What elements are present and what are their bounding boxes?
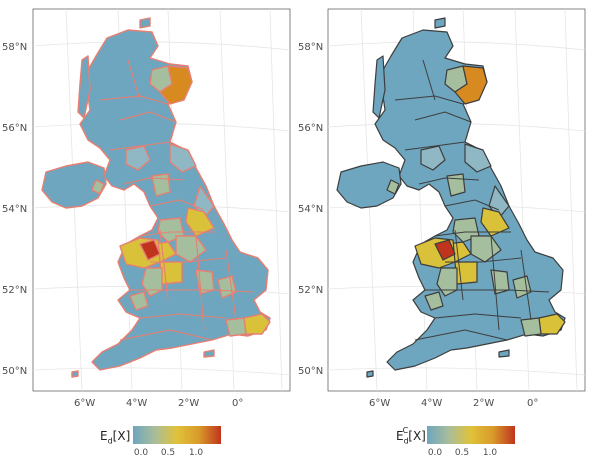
region-shape bbox=[203, 349, 215, 358]
lat-tick-label: 58°N bbox=[298, 42, 323, 53]
region-boundary bbox=[445, 257, 522, 263]
region-shape bbox=[169, 143, 197, 173]
region-boundary bbox=[425, 289, 550, 293]
lat-tick-label: 52°N bbox=[2, 285, 27, 296]
lat-tick-label: 58°N bbox=[2, 42, 27, 53]
lon-tick-label: 6°W bbox=[74, 398, 95, 409]
region-boundary bbox=[123, 177, 185, 185]
lat-tick-label: 56°N bbox=[2, 123, 27, 134]
region-shape bbox=[446, 173, 466, 197]
lat-tick-label: 56°N bbox=[298, 123, 323, 134]
region-boundary bbox=[414, 329, 508, 341]
region-boundary bbox=[150, 257, 227, 263]
left-lat-axis: 58°N 56°N 54°N 52°N 50°N bbox=[2, 42, 27, 377]
region-shape bbox=[77, 55, 91, 119]
region-shape bbox=[159, 261, 183, 285]
region-shape bbox=[129, 291, 149, 311]
region-shape bbox=[159, 65, 193, 105]
region-shape bbox=[336, 161, 402, 209]
lon-tick-label: 0° bbox=[527, 398, 538, 409]
region-shape bbox=[91, 179, 105, 195]
lat-tick-label: 50°N bbox=[298, 366, 323, 377]
region-boundary bbox=[434, 231, 511, 237]
region-boundary bbox=[444, 199, 500, 211]
left-graticule bbox=[33, 9, 290, 391]
region-boundary bbox=[99, 95, 169, 105]
region-shape bbox=[434, 17, 446, 29]
region-shape bbox=[420, 145, 446, 171]
legend-tick-label: 0.0 bbox=[133, 448, 149, 458]
region-boundary bbox=[418, 177, 480, 185]
region-boundary bbox=[119, 111, 177, 123]
legend-tick-label: 0.5 bbox=[454, 448, 470, 458]
legend-tick-label: 0.0 bbox=[427, 448, 443, 458]
uk-map-right bbox=[336, 17, 566, 378]
legend-colorbar bbox=[427, 426, 515, 444]
region-shape bbox=[41, 161, 107, 209]
legend-tick-label: 1.0 bbox=[482, 448, 498, 458]
region-shape bbox=[141, 267, 163, 297]
region-shape bbox=[424, 291, 444, 311]
region-boundary bbox=[225, 249, 237, 321]
region-boundary bbox=[394, 95, 464, 105]
lat-tick-label: 52°N bbox=[298, 285, 323, 296]
lat-tick-label: 54°N bbox=[298, 204, 323, 215]
region-shape bbox=[386, 179, 400, 195]
left-legend: Ed[X] 0.0 0.5 1.0 bbox=[100, 418, 250, 458]
region-shape bbox=[151, 173, 171, 197]
region-shape bbox=[71, 370, 79, 378]
lat-tick-label: 50°N bbox=[2, 366, 27, 377]
lon-tick-label: 2°W bbox=[473, 398, 494, 409]
legend-tick-label: 0.5 bbox=[160, 448, 176, 458]
region-shape bbox=[520, 317, 542, 337]
region-boundary bbox=[139, 313, 227, 319]
region-boundary bbox=[195, 235, 205, 331]
lat-tick-label: 54°N bbox=[2, 204, 27, 215]
region-shape bbox=[366, 370, 374, 378]
region-shape bbox=[434, 239, 456, 261]
region-boundary bbox=[404, 141, 466, 151]
right-lat-axis: 58°N 56°N 54°N 52°N 50°N bbox=[298, 42, 323, 377]
region-boundary bbox=[490, 235, 500, 331]
region-boundary bbox=[422, 59, 436, 101]
region-shape bbox=[464, 143, 492, 173]
region-boundary bbox=[130, 289, 255, 293]
region-boundary bbox=[414, 111, 472, 123]
lon-tick-label: 4°W bbox=[126, 398, 147, 409]
region-boundary bbox=[434, 313, 522, 319]
region-boundary bbox=[149, 199, 205, 211]
region-shape bbox=[454, 261, 478, 285]
legend-title: Ed[X] bbox=[100, 429, 131, 446]
region-shape bbox=[139, 17, 151, 29]
legend-tick-label: 1.0 bbox=[188, 448, 204, 458]
region-boundary bbox=[159, 229, 169, 301]
legend-colorbar bbox=[133, 426, 221, 444]
lon-tick-label: 6°W bbox=[369, 398, 390, 409]
lon-tick-label: 4°W bbox=[421, 398, 442, 409]
lon-tick-label: 0° bbox=[232, 398, 243, 409]
region-shape bbox=[225, 317, 247, 337]
region-shape bbox=[139, 239, 161, 261]
region-boundary bbox=[454, 229, 464, 301]
region-shape bbox=[125, 145, 151, 171]
lon-tick-label: 2°W bbox=[178, 398, 199, 409]
legend-title: EdC[X] bbox=[396, 426, 426, 446]
region-shape bbox=[372, 55, 386, 119]
region-shape bbox=[512, 275, 532, 299]
region-shape bbox=[454, 65, 488, 105]
right-lon-axis: 6°W 4°W 2°W 0° bbox=[369, 398, 538, 409]
region-boundary bbox=[119, 329, 213, 341]
region-boundary bbox=[520, 249, 532, 321]
right-legend: EdC[X] 0.0 0.5 1.0 bbox=[396, 418, 546, 458]
region-shape bbox=[217, 275, 237, 299]
region-boundary bbox=[139, 231, 216, 237]
left-lon-axis: 6°W 4°W 2°W 0° bbox=[74, 398, 243, 409]
region-boundary bbox=[127, 59, 141, 101]
uk-map-left bbox=[41, 17, 271, 378]
region-shape bbox=[436, 267, 458, 297]
region-shape bbox=[498, 349, 510, 358]
region-boundary bbox=[109, 141, 171, 151]
